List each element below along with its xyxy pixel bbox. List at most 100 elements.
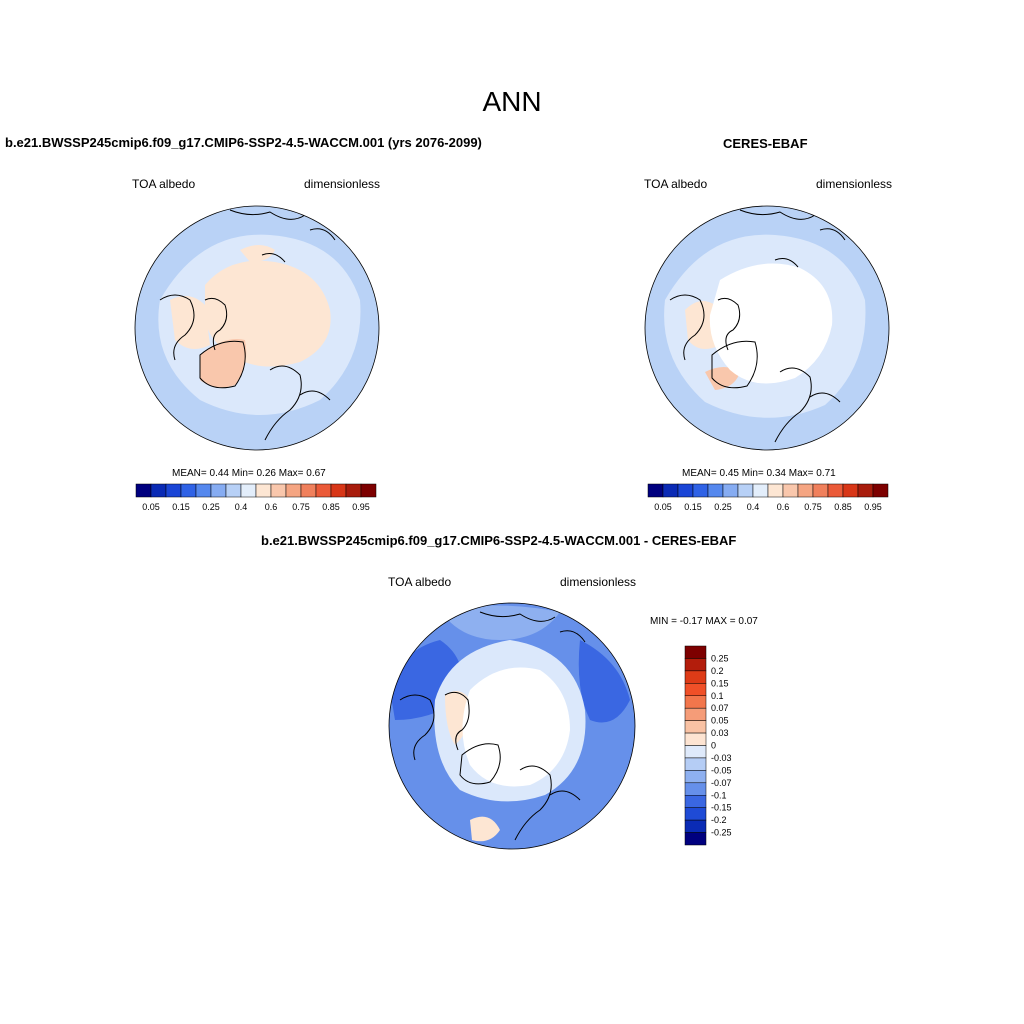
colorbar-obs-swatch <box>662 483 679 498</box>
panel-1-stats: MEAN= 0.44 Min= 0.26 Max= 0.67 <box>172 468 326 479</box>
colorbar-model-swatch <box>210 483 227 498</box>
colorbar-diff-tick-label: 0.1 <box>711 691 724 701</box>
colorbar-diff-tick-label: 0.15 <box>711 678 729 688</box>
panel-1-min-value: 0.26 <box>256 468 276 479</box>
colorbar-diff-swatch <box>684 732 707 746</box>
colorbar-obs-swatch <box>707 483 724 498</box>
colorbar-model-swatch <box>300 483 317 498</box>
colorbar-model-swatch <box>360 483 377 498</box>
map-3-strong-negative-east <box>578 640 630 723</box>
colorbar-diff-tick-label: -0.15 <box>711 803 732 813</box>
panel-2-mean-label: MEAN= <box>682 468 717 479</box>
panel-1-min-label: Min= <box>231 468 254 479</box>
panel-3-units-label: dimensionless <box>560 575 637 589</box>
colorbar-obs-tick-label: 0.15 <box>684 502 702 512</box>
colorbar-model-swatch <box>255 483 272 498</box>
panel-3-max-value: 0.07 <box>738 616 758 627</box>
colorbar-diff-swatch <box>684 832 707 846</box>
colorbar-diff-swatch <box>684 757 707 771</box>
map-1-alaska-patch <box>240 245 275 262</box>
map-2-frame <box>644 205 890 451</box>
colorbar-diff-swatch <box>684 707 707 721</box>
colorbar-diff-tick-label: -0.03 <box>711 753 732 763</box>
colorbar-obs-swatch <box>752 483 769 498</box>
panel-1-units-label: dimensionless <box>304 177 381 191</box>
colorbar-diff-swatch <box>684 807 707 821</box>
colorbar-model: 0.05 0.15 0.25 0.4 0.6 0.75 0.85 0.95 <box>135 483 377 512</box>
panel-2-mean-value: 0.45 <box>719 468 739 479</box>
map-3-positive-south <box>470 816 500 842</box>
colorbar-model-tick-label: 0.6 <box>265 502 278 512</box>
colorbar-obs-swatch <box>767 483 784 498</box>
colorbar-obs-swatch <box>872 483 889 498</box>
colorbar-diff-swatch <box>684 683 707 696</box>
map-3-coastlines <box>399 611 586 841</box>
colorbar-obs-tick-label: 0.4 <box>747 502 760 512</box>
panel-1-max-value: 0.67 <box>306 468 326 479</box>
colorbar-diff-swatch <box>684 819 707 833</box>
colorbar-model-tick-label: 0.15 <box>172 502 190 512</box>
colorbar-diff-swatch <box>684 745 707 759</box>
colorbar-model-tick-label: 0.4 <box>235 502 248 512</box>
colorbar-obs-tick-label: 0.85 <box>834 502 852 512</box>
panel-1-mean-label: MEAN= <box>172 468 207 479</box>
colorbar-diff-tick-label: 0.03 <box>711 728 729 738</box>
colorbar-diff-tick-label: -0.07 <box>711 778 732 788</box>
panel-1-variable-label: TOA albedo <box>132 177 196 191</box>
colorbar-diff-tick-label: -0.1 <box>711 790 727 800</box>
map-2-missing-polar-cap <box>709 263 833 384</box>
panel-3-title: b.e21.BWSSP245cmip6.f09_g17.CMIP6-SSP2-4… <box>261 533 737 548</box>
colorbar-obs-swatch <box>647 483 664 498</box>
panel-3-min-value: -0.17 <box>679 616 703 627</box>
panel-2-max-label: Max= <box>788 468 814 479</box>
panel-2-title: CERES-EBAF <box>723 136 808 151</box>
panel-2-min-label: Min= <box>741 468 764 479</box>
colorbar-diff-tick-label: 0.25 <box>711 653 729 663</box>
colorbar-diff: 0.25 0.2 0.15 0.1 0.07 0.05 0.03 0 -0.03 -0.05 -0.… <box>684 645 732 846</box>
colorbar-diff-swatch <box>684 695 707 709</box>
colorbar-obs-swatch <box>857 483 874 498</box>
colorbar-model-tick-label: 0.95 <box>352 502 370 512</box>
colorbar-diff-tick-label: -0.2 <box>711 815 727 825</box>
panel-2-max-value: 0.71 <box>816 468 836 479</box>
colorbar-obs-swatch <box>737 483 754 498</box>
map-2-coastlines <box>669 209 846 443</box>
colorbar-model-swatch <box>165 483 182 498</box>
colorbar-model-swatch <box>180 483 197 498</box>
colorbar-obs-swatch <box>797 483 814 498</box>
colorbar-diff-tick-label: 0 <box>711 741 716 751</box>
colorbar-obs-tick-label: 0.6 <box>777 502 790 512</box>
colorbar-diff-tick-label: 0.2 <box>711 666 724 676</box>
colorbar-diff-swatch <box>684 795 707 808</box>
colorbar-diff-tick-label: -0.25 <box>711 828 732 838</box>
map-2-greenland-south <box>705 367 740 390</box>
map-1-canadian-archipelago <box>170 296 210 349</box>
colorbar-diff-swatch <box>684 670 707 684</box>
colorbar-diff-tick-label: 0.07 <box>711 703 729 713</box>
colorbar-model-tick-label: 0.85 <box>322 502 340 512</box>
colorbar-model-swatch <box>330 483 347 498</box>
map-1-coastlines <box>159 209 336 441</box>
colorbar-model-swatch <box>315 483 332 498</box>
panel-1-title: b.e21.BWSSP245cmip6.f09_g17.CMIP6-SSP2-4… <box>5 135 482 150</box>
panel-2-units-label: dimensionless <box>816 177 893 191</box>
colorbar-model-swatch <box>240 483 257 498</box>
colorbar-diff-swatch <box>684 658 707 672</box>
colorbar-obs-swatch <box>782 483 799 498</box>
colorbar-model-swatch <box>285 483 302 498</box>
colorbar-obs-swatch <box>812 483 829 498</box>
panel-2-min-value: 0.34 <box>766 468 786 479</box>
colorbar-obs-swatch <box>692 483 709 498</box>
panel-2-stats: MEAN= 0.45 Min= 0.34 Max= 0.71 <box>682 468 836 479</box>
colorbar-model-swatch <box>195 483 212 498</box>
colorbar-obs-tick-label: 0.75 <box>804 502 822 512</box>
colorbar-model-swatch <box>135 483 152 498</box>
map-obs <box>644 205 890 451</box>
colorbar-model-swatch <box>150 483 167 498</box>
colorbar-model-tick-label: 0.75 <box>292 502 310 512</box>
panel-1-max-label: Max= <box>278 468 304 479</box>
map-diff <box>388 602 636 850</box>
colorbar-obs-swatch <box>842 483 859 498</box>
colorbar-diff-swatch <box>684 645 707 659</box>
